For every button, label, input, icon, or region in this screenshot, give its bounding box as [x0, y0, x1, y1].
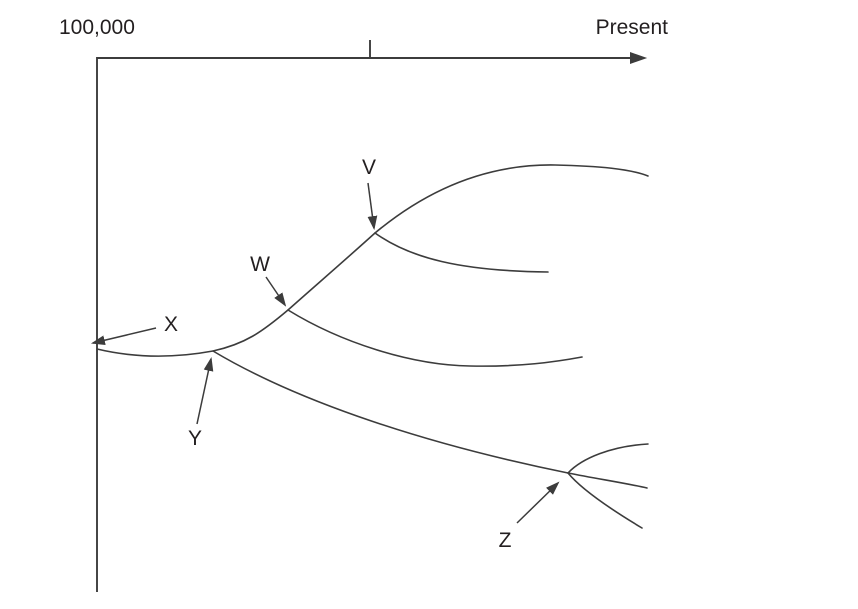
time-axis: 100,000 Present — [59, 16, 668, 592]
lower-lineage-curve — [212, 350, 648, 489]
z-fork-lower-curve — [567, 472, 643, 529]
node-label-y: Y — [188, 427, 202, 450]
label-arrow-w — [265, 276, 287, 307]
main-lineage-curve — [96, 164, 649, 357]
label-arrow-z — [516, 481, 560, 524]
node-label-w: W — [250, 253, 270, 276]
node-label-v: V — [362, 156, 376, 179]
z-fork-upper-curve — [567, 443, 649, 474]
node-label-x: X — [164, 313, 178, 336]
annotation-arrows — [90, 182, 560, 524]
v-branch-curve — [374, 232, 549, 273]
axis-end-label: Present — [596, 16, 669, 39]
node-labels: X Y W V Z — [164, 156, 512, 552]
w-branch-curve — [287, 309, 583, 367]
node-label-z: Z — [499, 529, 512, 552]
axis-start-label: 100,000 — [59, 16, 135, 39]
label-arrow-y — [196, 356, 214, 425]
label-arrow-x — [90, 327, 157, 346]
lineage-curves — [96, 164, 649, 529]
label-arrow-v — [367, 182, 378, 231]
